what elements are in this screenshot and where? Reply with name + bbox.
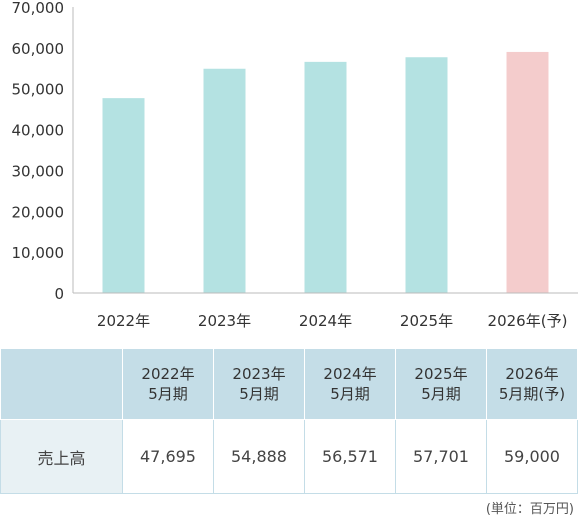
column-header-period: 5月期: [239, 385, 279, 403]
bar-3: [405, 57, 448, 293]
column-header-2025: 2025年 5月期: [395, 348, 487, 420]
y-tick-label: 60,000: [12, 40, 65, 58]
column-header-year: 2022年: [141, 365, 195, 383]
table-cell-2025: 57,701: [395, 419, 487, 494]
table-header-row: 2022年 5月期 2023年 5月期 2024年 5月期 2025年 5月期 …: [0, 348, 578, 420]
y-tick-label: 10,000: [12, 244, 65, 262]
row-label-sales: 売上高: [0, 419, 123, 494]
column-header-2022: 2022年 5月期: [122, 348, 214, 420]
table-row: 売上高 47,695 54,888 56,571 57,701 59,000: [0, 419, 578, 494]
y-tick-label: 30,000: [12, 162, 65, 180]
header-corner-cell: [0, 348, 123, 420]
column-header-year: 2025年: [414, 365, 468, 383]
column-header-year: 2026年: [505, 365, 559, 383]
column-header-period: 5月期: [148, 385, 188, 403]
bar-4: [506, 51, 549, 293]
table-cell-2023: 54,888: [213, 419, 305, 494]
y-tick-label: 70,000: [12, 0, 65, 17]
bar-0: [102, 98, 145, 293]
y-tick-label: 40,000: [12, 122, 65, 140]
y-tick-label: 50,000: [12, 81, 65, 99]
bars: [102, 51, 549, 293]
sales-bar-chart: 0 10,000 20,000 30,000 40,000 50,000 60,000 70,…: [12, 0, 578, 330]
x-tick-label: 2025年: [400, 312, 453, 330]
bar-2: [304, 61, 347, 293]
x-tick-label: 2024年: [299, 312, 352, 330]
table-cell-2022: 47,695: [122, 419, 214, 494]
unit-note: (単位：百万円): [485, 502, 574, 517]
x-tick-label: 2023年: [198, 312, 251, 330]
x-axis-labels: 2022年 2023年 2024年 2025年 2026年(予): [97, 312, 568, 330]
column-header-period: 5月期: [421, 385, 461, 403]
column-header-year: 2023年: [232, 365, 286, 383]
y-tick-label: 20,000: [12, 203, 65, 221]
column-header-year: 2024年: [323, 365, 377, 383]
column-header-2026: 2026年 5月期(予): [486, 348, 578, 420]
y-tick-label: 0: [54, 285, 64, 303]
column-header-2023: 2023年 5月期: [213, 348, 305, 420]
column-header-2024: 2024年 5月期: [304, 348, 396, 420]
sales-table: 2022年 5月期 2023年 5月期 2024年 5月期 2025年 5月期 …: [0, 348, 578, 494]
column-header-period: 5月期(予): [498, 385, 566, 403]
x-tick-label: 2022年: [97, 312, 150, 330]
column-header-period: 5月期: [330, 385, 370, 403]
x-tick-label: 2026年(予): [488, 312, 568, 330]
table-cell-2024: 56,571: [304, 419, 396, 494]
bar-1: [203, 68, 246, 293]
table-cell-2026: 59,000: [486, 419, 578, 494]
y-axis-labels: 0 10,000 20,000 30,000 40,000 50,000 60,000 70,…: [12, 0, 65, 303]
